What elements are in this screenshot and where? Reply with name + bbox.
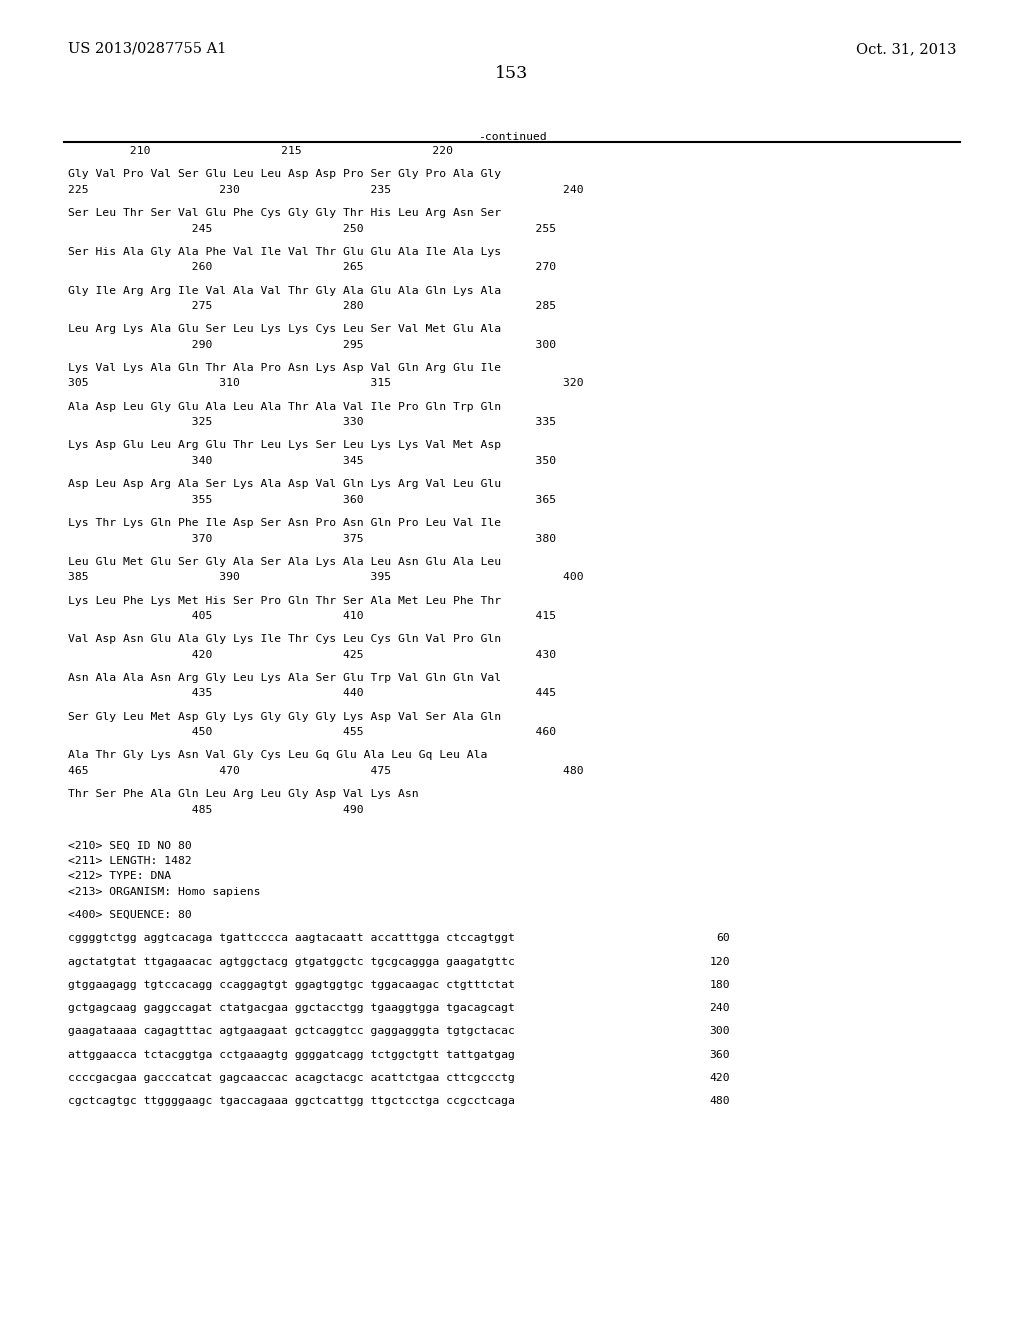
Text: gtggaagagg tgtccacagg ccaggagtgt ggagtggtgc tggacaagac ctgtttctat: gtggaagagg tgtccacagg ccaggagtgt ggagtgg… xyxy=(68,979,515,990)
Text: Asn Ala Ala Asn Arg Gly Leu Lys Ala Ser Glu Trp Val Gln Gln Val: Asn Ala Ala Asn Arg Gly Leu Lys Ala Ser … xyxy=(68,673,501,682)
Text: 355                   360                         365: 355 360 365 xyxy=(68,495,556,504)
Text: 60: 60 xyxy=(716,933,730,944)
Text: Oct. 31, 2013: Oct. 31, 2013 xyxy=(855,42,956,55)
Text: Ala Asp Leu Gly Glu Ala Leu Ala Thr Ala Val Ile Pro Gln Trp Gln: Ala Asp Leu Gly Glu Ala Leu Ala Thr Ala … xyxy=(68,401,501,412)
Text: Ala Thr Gly Lys Asn Val Gly Cys Leu Gq Glu Ala Leu Gq Leu Ala: Ala Thr Gly Lys Asn Val Gly Cys Leu Gq G… xyxy=(68,751,487,760)
Text: 420: 420 xyxy=(710,1073,730,1082)
Text: Thr Ser Phe Ala Gln Leu Arg Leu Gly Asp Val Lys Asn: Thr Ser Phe Ala Gln Leu Arg Leu Gly Asp … xyxy=(68,789,419,799)
Text: Gly Val Pro Val Ser Glu Leu Leu Asp Asp Pro Ser Gly Pro Ala Gly: Gly Val Pro Val Ser Glu Leu Leu Asp Asp … xyxy=(68,169,501,180)
Text: Ser Leu Thr Ser Val Glu Phe Cys Gly Gly Thr His Leu Arg Asn Ser: Ser Leu Thr Ser Val Glu Phe Cys Gly Gly … xyxy=(68,209,501,218)
Text: 290                   295                         300: 290 295 300 xyxy=(68,339,556,350)
Text: <210> SEQ ID NO 80: <210> SEQ ID NO 80 xyxy=(68,841,191,850)
Text: 405                   410                         415: 405 410 415 xyxy=(68,611,556,620)
Text: <213> ORGANISM: Homo sapiens: <213> ORGANISM: Homo sapiens xyxy=(68,887,260,896)
Text: 120: 120 xyxy=(710,957,730,966)
Text: 420                   425                         430: 420 425 430 xyxy=(68,649,556,660)
Text: 360: 360 xyxy=(710,1049,730,1060)
Text: 225                   230                   235                         240: 225 230 235 240 xyxy=(68,185,584,195)
Text: Lys Asp Glu Leu Arg Glu Thr Leu Lys Ser Leu Lys Lys Val Met Asp: Lys Asp Glu Leu Arg Glu Thr Leu Lys Ser … xyxy=(68,441,501,450)
Text: Leu Glu Met Glu Ser Gly Ala Ser Ala Lys Ala Leu Asn Glu Ala Leu: Leu Glu Met Glu Ser Gly Ala Ser Ala Lys … xyxy=(68,557,501,566)
Text: 435                   440                         445: 435 440 445 xyxy=(68,689,556,698)
Text: 153: 153 xyxy=(496,65,528,82)
Text: 240: 240 xyxy=(710,1003,730,1014)
Text: 260                   265                         270: 260 265 270 xyxy=(68,263,556,272)
Text: Lys Val Lys Ala Gln Thr Ala Pro Asn Lys Asp Val Gln Arg Glu Ile: Lys Val Lys Ala Gln Thr Ala Pro Asn Lys … xyxy=(68,363,501,374)
Text: 300: 300 xyxy=(710,1027,730,1036)
Text: ccccgacgaa gacccatcat gagcaaccac acagctacgc acattctgaa cttcgccctg: ccccgacgaa gacccatcat gagcaaccac acagcta… xyxy=(68,1073,515,1082)
Text: Leu Arg Lys Ala Glu Ser Leu Lys Lys Cys Leu Ser Val Met Glu Ala: Leu Arg Lys Ala Glu Ser Leu Lys Lys Cys … xyxy=(68,325,501,334)
Text: 210                   215                   220: 210 215 220 xyxy=(68,147,453,156)
Text: 275                   280                         285: 275 280 285 xyxy=(68,301,556,312)
Text: Gly Ile Arg Arg Ile Val Ala Val Thr Gly Ala Glu Ala Gln Lys Ala: Gly Ile Arg Arg Ile Val Ala Val Thr Gly … xyxy=(68,285,501,296)
Text: 465                   470                   475                         480: 465 470 475 480 xyxy=(68,766,584,776)
Text: Asp Leu Asp Arg Ala Ser Lys Ala Asp Val Gln Lys Arg Val Leu Glu: Asp Leu Asp Arg Ala Ser Lys Ala Asp Val … xyxy=(68,479,501,490)
Text: Val Asp Asn Glu Ala Gly Lys Ile Thr Cys Leu Cys Gln Val Pro Gln: Val Asp Asn Glu Ala Gly Lys Ile Thr Cys … xyxy=(68,634,501,644)
Text: 180: 180 xyxy=(710,979,730,990)
Text: 450                   455                         460: 450 455 460 xyxy=(68,727,556,738)
Text: cgctcagtgc ttggggaagc tgaccagaaa ggctcattgg ttgctcctga ccgcctcaga: cgctcagtgc ttggggaagc tgaccagaaa ggctcat… xyxy=(68,1096,515,1106)
Text: 385                   390                   395                         400: 385 390 395 400 xyxy=(68,573,584,582)
Text: 245                   250                         255: 245 250 255 xyxy=(68,223,556,234)
Text: cggggtctgg aggtcacaga tgattcccca aagtacaatt accatttgga ctccagtggt: cggggtctgg aggtcacaga tgattcccca aagtaca… xyxy=(68,933,515,944)
Text: <212> TYPE: DNA: <212> TYPE: DNA xyxy=(68,871,171,882)
Text: 480: 480 xyxy=(710,1096,730,1106)
Text: Lys Thr Lys Gln Phe Ile Asp Ser Asn Pro Asn Gln Pro Leu Val Ile: Lys Thr Lys Gln Phe Ile Asp Ser Asn Pro … xyxy=(68,517,501,528)
Text: 340                   345                         350: 340 345 350 xyxy=(68,455,556,466)
Text: gaagataaaa cagagtttac agtgaagaat gctcaggtcc gaggagggta tgtgctacac: gaagataaaa cagagtttac agtgaagaat gctcagg… xyxy=(68,1027,515,1036)
Text: <400> SEQUENCE: 80: <400> SEQUENCE: 80 xyxy=(68,911,191,920)
Text: gctgagcaag gaggccagat ctatgacgaa ggctacctgg tgaaggtgga tgacagcagt: gctgagcaag gaggccagat ctatgacgaa ggctacc… xyxy=(68,1003,515,1014)
Text: agctatgtat ttgagaacac agtggctacg gtgatggctc tgcgcaggga gaagatgttc: agctatgtat ttgagaacac agtggctacg gtgatgg… xyxy=(68,957,515,966)
Text: -continued: -continued xyxy=(477,132,547,143)
Text: Ser Gly Leu Met Asp Gly Lys Gly Gly Gly Lys Asp Val Ser Ala Gln: Ser Gly Leu Met Asp Gly Lys Gly Gly Gly … xyxy=(68,711,501,722)
Text: 370                   375                         380: 370 375 380 xyxy=(68,533,556,544)
Text: US 2013/0287755 A1: US 2013/0287755 A1 xyxy=(68,42,226,55)
Text: 485                   490: 485 490 xyxy=(68,805,364,814)
Text: Ser His Ala Gly Ala Phe Val Ile Val Thr Glu Glu Ala Ile Ala Lys: Ser His Ala Gly Ala Phe Val Ile Val Thr … xyxy=(68,247,501,257)
Text: 305                   310                   315                         320: 305 310 315 320 xyxy=(68,379,584,388)
Text: Lys Leu Phe Lys Met His Ser Pro Gln Thr Ser Ala Met Leu Phe Thr: Lys Leu Phe Lys Met His Ser Pro Gln Thr … xyxy=(68,595,501,606)
Text: attggaacca tctacggtga cctgaaagtg ggggatcagg tctggctgtt tattgatgag: attggaacca tctacggtga cctgaaagtg ggggatc… xyxy=(68,1049,515,1060)
Text: <211> LENGTH: 1482: <211> LENGTH: 1482 xyxy=(68,855,191,866)
Text: 325                   330                         335: 325 330 335 xyxy=(68,417,556,428)
